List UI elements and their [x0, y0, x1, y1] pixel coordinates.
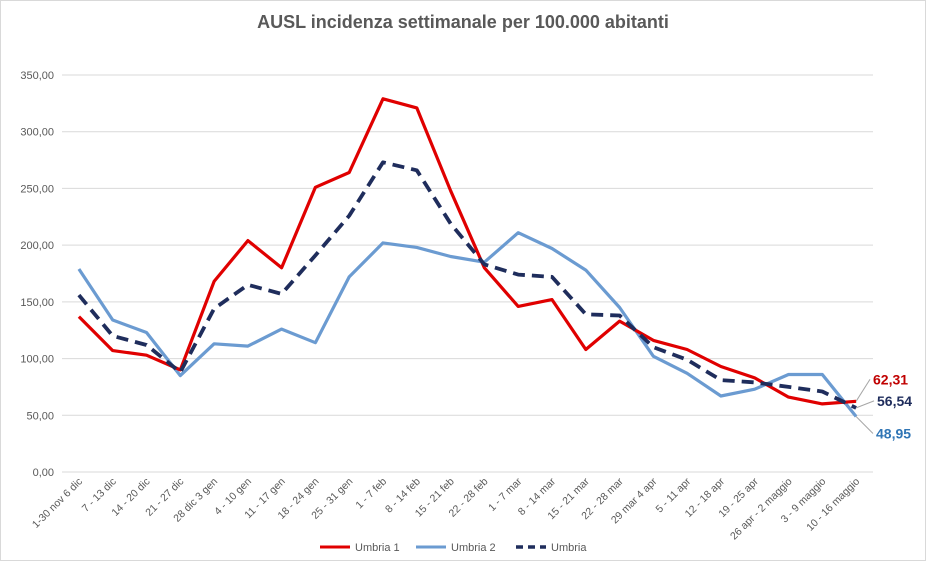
end-label-leader [855, 400, 875, 409]
series-line-umbria-1 [77, 97, 857, 406]
legend-label: Umbria 2 [451, 542, 496, 554]
y-tick-label: 200,00 [20, 240, 54, 252]
end-value-label: 48,95 [876, 425, 911, 441]
y-tick-label: 0,00 [33, 467, 54, 479]
end-value-label: 62,31 [873, 371, 908, 387]
legend-label: Umbria [551, 542, 587, 554]
y-tick-label: 250,00 [20, 183, 54, 195]
end-value-label: 56,54 [877, 393, 912, 409]
end-label-leader [855, 416, 874, 434]
y-tick-label: 150,00 [20, 297, 54, 309]
chart-title: AUSL incidenza settimanale per 100.000 a… [257, 12, 669, 32]
y-tick-label: 100,00 [20, 354, 54, 366]
y-tick-label: 300,00 [20, 127, 54, 139]
x-tick-label: 1-30 nov 6 dic [30, 476, 85, 531]
series-line-umbria-2 [77, 231, 858, 418]
legend-label: Umbria 1 [355, 542, 400, 554]
end-label-leader [855, 379, 871, 402]
y-tick-label: 350,00 [20, 70, 54, 82]
series-line-umbria [77, 160, 857, 410]
x-tick-label: 26 apr - 2 maggio [728, 476, 795, 543]
y-tick-label: 50,00 [26, 410, 54, 422]
